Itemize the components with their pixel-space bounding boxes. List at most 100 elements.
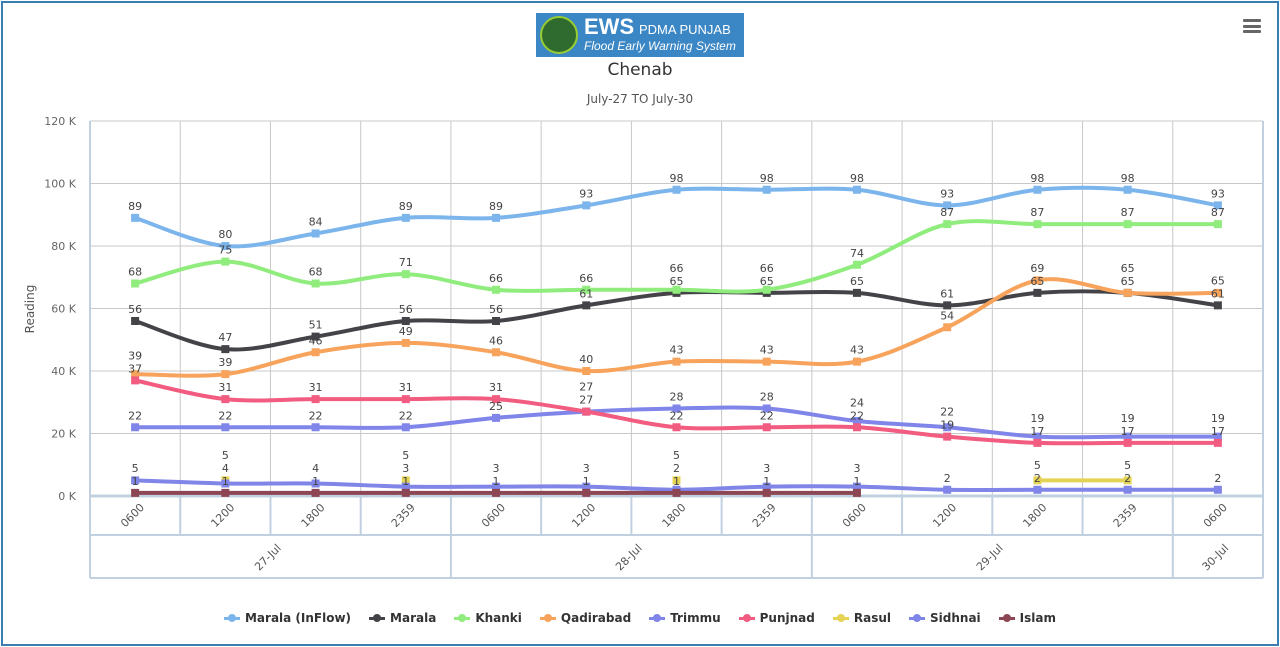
data-point <box>582 367 591 375</box>
data-point <box>1123 485 1132 494</box>
data-point <box>762 488 771 497</box>
data-label: 93 <box>940 187 954 200</box>
data-label: 43 <box>670 344 684 357</box>
data-point <box>852 260 861 269</box>
data-label: 98 <box>1030 172 1044 185</box>
data-point <box>762 404 771 413</box>
data-label: 65 <box>760 275 774 288</box>
data-label: 87 <box>1211 206 1225 219</box>
logo-subtitle: Flood Early Warning System <box>584 39 736 53</box>
data-point <box>131 423 140 432</box>
data-point <box>852 288 861 297</box>
legend-item[interactable]: Khanki <box>454 611 522 625</box>
data-label: 43 <box>760 344 774 357</box>
data-label: 56 <box>489 303 503 316</box>
data-label: 17 <box>1211 425 1225 438</box>
data-label: 56 <box>399 303 413 316</box>
legend-item[interactable]: Islam <box>998 611 1056 625</box>
y-tick-label: 80 K <box>51 240 76 253</box>
data-label: 51 <box>309 319 323 332</box>
data-point <box>582 488 591 497</box>
data-label: 66 <box>579 272 593 285</box>
data-point <box>492 285 501 294</box>
data-label: 19 <box>940 419 954 432</box>
data-label: 22 <box>670 409 684 422</box>
data-point <box>401 482 410 491</box>
data-point <box>492 348 501 357</box>
legend-label: Khanki <box>475 611 522 625</box>
data-point <box>1213 438 1222 447</box>
data-label: 27 <box>579 381 593 394</box>
legend-item[interactable]: Rasul <box>832 611 891 625</box>
data-point <box>311 279 320 288</box>
legend-label: Sidhnai <box>930 611 981 625</box>
legend-item[interactable]: Punjnad <box>738 611 815 625</box>
data-point <box>582 285 591 294</box>
data-label: 2 <box>1124 472 1131 485</box>
data-point <box>672 488 681 497</box>
legend-item[interactable]: Marala (InFlow) <box>223 611 351 625</box>
y-axis-title: Reading <box>23 285 37 334</box>
legend-marker-icon <box>998 614 1015 622</box>
data-label: 4 <box>222 462 229 475</box>
data-label: 31 <box>218 381 232 394</box>
data-label: 22 <box>850 409 864 422</box>
data-label: 39 <box>128 349 142 362</box>
data-point <box>492 488 501 497</box>
legend-item[interactable]: Qadirabad <box>539 611 631 625</box>
legend-item[interactable]: Sidhnai <box>909 611 981 625</box>
data-label: 22 <box>128 409 142 422</box>
data-point <box>1123 432 1132 441</box>
data-point <box>401 423 410 432</box>
data-label: 66 <box>760 262 774 275</box>
data-point <box>311 479 320 488</box>
data-point <box>582 201 591 210</box>
y-tick-label: 20 K <box>51 428 76 441</box>
data-point <box>221 479 230 488</box>
data-label: 1 <box>673 475 680 488</box>
legend-item[interactable]: Marala <box>369 611 436 625</box>
data-point <box>1213 288 1222 297</box>
data-label: 1 <box>222 475 229 488</box>
data-label: 19 <box>1211 412 1225 425</box>
data-label: 3 <box>853 462 860 475</box>
legend-label: Punjnad <box>759 611 815 625</box>
data-label: 61 <box>940 287 954 300</box>
data-point <box>1033 438 1042 447</box>
data-label: 54 <box>940 309 954 322</box>
data-label: 22 <box>218 409 232 422</box>
data-point <box>852 417 861 425</box>
legend-marker-icon <box>832 614 849 622</box>
data-label: 1 <box>132 475 139 488</box>
y-tick-label: 40 K <box>51 365 76 378</box>
data-point <box>131 317 140 325</box>
data-point <box>852 482 861 491</box>
data-point <box>311 488 320 497</box>
legend-item[interactable]: Trimmu <box>649 611 721 625</box>
series-line-1 <box>134 289 1219 352</box>
data-label: 98 <box>760 172 774 185</box>
data-label: 2 <box>1034 472 1041 485</box>
data-label: 65 <box>670 275 684 288</box>
data-label: 4 <box>312 462 319 475</box>
data-label: 3 <box>402 462 409 475</box>
data-point <box>221 488 230 497</box>
x-tick-label: 1800 <box>1020 501 1049 530</box>
data-point <box>852 357 861 366</box>
data-label: 22 <box>399 409 413 422</box>
hamburger-icon[interactable] <box>1243 19 1261 33</box>
data-point <box>1213 301 1222 310</box>
data-point <box>492 395 501 404</box>
data-label: 31 <box>489 381 503 394</box>
data-label: 3 <box>763 462 770 475</box>
data-point <box>582 482 591 491</box>
data-point <box>401 476 410 485</box>
data-label: 89 <box>399 200 413 213</box>
data-point <box>1033 485 1042 494</box>
data-point <box>852 488 861 497</box>
data-point <box>852 185 861 194</box>
data-label: 17 <box>1030 425 1044 438</box>
data-label: 2 <box>1214 472 1221 485</box>
legend: Marala (InFlow) Marala Khanki Qadirabad Trim… <box>0 611 1280 625</box>
